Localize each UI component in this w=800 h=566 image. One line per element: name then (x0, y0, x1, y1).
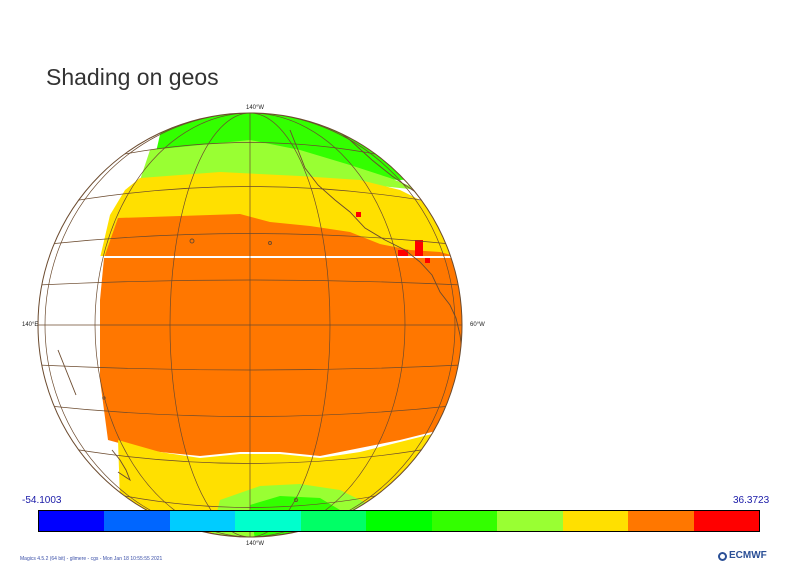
legend-swatch-4 (235, 511, 300, 531)
legend-swatch-1 (39, 511, 104, 531)
legend-swatch-2 (104, 511, 169, 531)
legend-swatch-11 (694, 511, 759, 531)
legend-swatch-9 (563, 511, 628, 531)
longitude-label-top: 140°W (246, 105, 264, 111)
color-legend (38, 510, 760, 532)
ecmwf-ring-icon (718, 552, 727, 561)
ecmwf-logo-text: ECMWF (729, 551, 767, 561)
legend-swatch-5 (301, 511, 366, 531)
longitude-label-right: 60°W (470, 322, 485, 328)
legend-min-label: -54.1003 (22, 496, 61, 506)
legend-max-label: 36.3723 (733, 496, 769, 506)
ecmwf-logo: ECMWF (718, 551, 767, 561)
legend-swatch-3 (170, 511, 235, 531)
legend-swatch-6 (366, 511, 431, 531)
legend-swatch-7 (432, 511, 497, 531)
legend-swatch-8 (497, 511, 562, 531)
shaded-field (30, 100, 470, 540)
legend-swatch-10 (628, 511, 693, 531)
footer-text: Magics 4.5.2 (64 bit) - glimere - cgs - … (20, 557, 162, 562)
shading-tropics-orange (100, 214, 464, 456)
longitude-label-left: 140°E (22, 322, 38, 328)
longitude-label-bottom: 140°W (246, 541, 264, 547)
